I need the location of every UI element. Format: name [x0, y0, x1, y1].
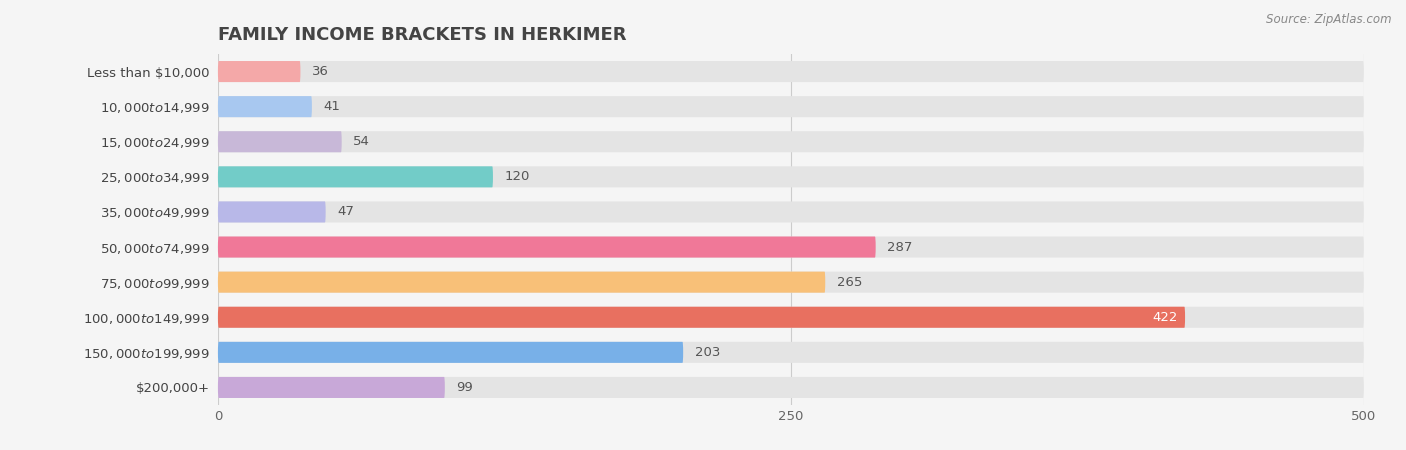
- Text: 203: 203: [695, 346, 720, 359]
- Text: 47: 47: [337, 206, 354, 218]
- FancyBboxPatch shape: [218, 272, 825, 292]
- Text: FAMILY INCOME BRACKETS IN HERKIMER: FAMILY INCOME BRACKETS IN HERKIMER: [218, 26, 627, 44]
- Text: 422: 422: [1153, 311, 1178, 324]
- FancyBboxPatch shape: [218, 237, 1364, 257]
- FancyBboxPatch shape: [218, 61, 1364, 82]
- FancyBboxPatch shape: [218, 96, 1364, 117]
- FancyBboxPatch shape: [218, 166, 494, 187]
- FancyBboxPatch shape: [218, 131, 342, 152]
- FancyBboxPatch shape: [218, 96, 312, 117]
- FancyBboxPatch shape: [218, 237, 876, 257]
- FancyBboxPatch shape: [218, 342, 1364, 363]
- FancyBboxPatch shape: [218, 61, 301, 82]
- Text: Source: ZipAtlas.com: Source: ZipAtlas.com: [1267, 14, 1392, 27]
- Text: 36: 36: [312, 65, 329, 78]
- FancyBboxPatch shape: [218, 307, 1185, 328]
- FancyBboxPatch shape: [218, 166, 1364, 187]
- FancyBboxPatch shape: [218, 377, 1364, 398]
- Text: 120: 120: [505, 171, 530, 183]
- Text: 287: 287: [887, 241, 912, 253]
- Text: 99: 99: [457, 381, 472, 394]
- Text: 54: 54: [353, 135, 370, 148]
- FancyBboxPatch shape: [218, 377, 444, 398]
- Text: 41: 41: [323, 100, 340, 113]
- FancyBboxPatch shape: [218, 131, 1364, 152]
- FancyBboxPatch shape: [218, 272, 1364, 292]
- Text: 265: 265: [837, 276, 862, 288]
- FancyBboxPatch shape: [218, 307, 1364, 328]
- FancyBboxPatch shape: [218, 342, 683, 363]
- FancyBboxPatch shape: [218, 202, 326, 222]
- FancyBboxPatch shape: [218, 202, 1364, 222]
